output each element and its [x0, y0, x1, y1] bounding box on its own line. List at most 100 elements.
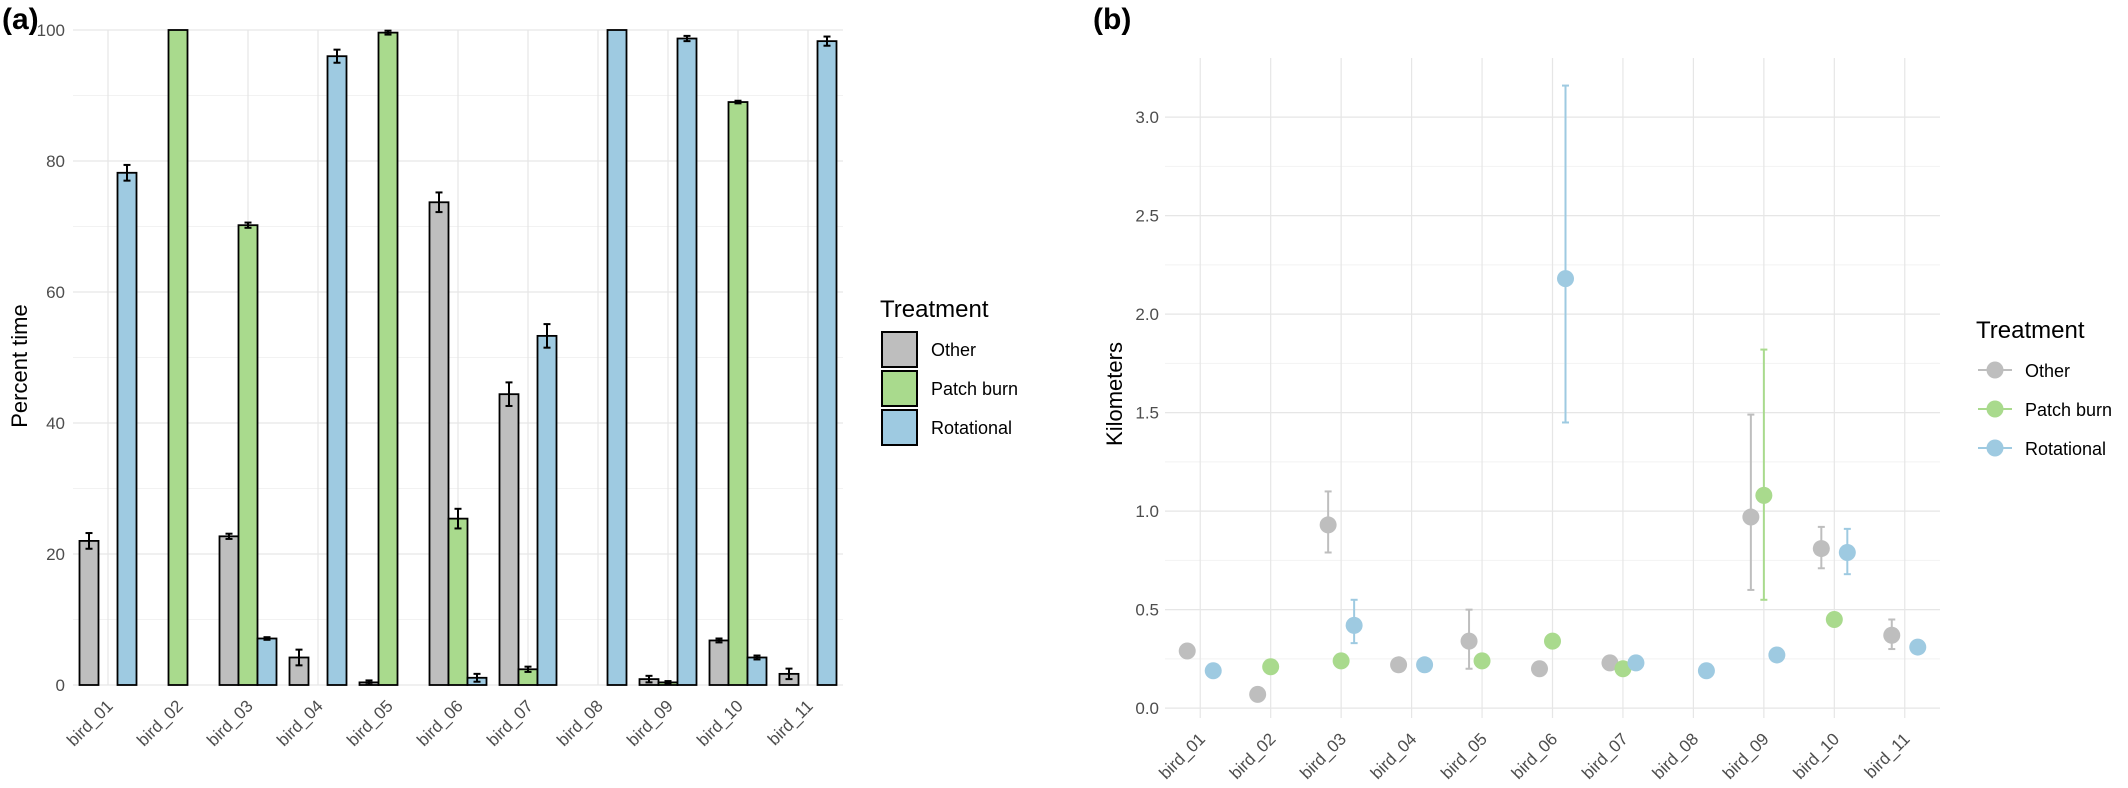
- bar-rotational-bird-11: [816, 40, 838, 686]
- point-patch-burn-bird-03: [1332, 652, 1350, 670]
- bar-other-bird-01: [78, 540, 100, 686]
- y-tick-label: 3.0: [1135, 108, 1159, 127]
- legend-label-rotational: Rotational: [931, 418, 1012, 438]
- error-bar-rotational-bird-03: [263, 636, 271, 641]
- legend-label-other: Other: [931, 340, 976, 360]
- legend-label-rotational: Rotational: [2025, 439, 2106, 459]
- y-tick-label: 1.0: [1135, 502, 1159, 521]
- panel-a-tag: (a): [2, 3, 39, 36]
- x-tick-label-bird-02: bird_02: [1226, 729, 1280, 783]
- error-bar-rotational-bird-09: [683, 34, 691, 43]
- bar-rotational-bird-07: [536, 334, 558, 686]
- point-other-bird-07: [1601, 654, 1619, 672]
- y-tick-label: 0: [56, 676, 65, 695]
- point-patch-burn-bird-02: [1262, 658, 1280, 676]
- bar-patch-burn-bird-02: [167, 29, 189, 686]
- error-bar-other-bird-04: [295, 648, 303, 667]
- legend-key-patch-burn: [1978, 400, 2012, 418]
- x-tick-label-bird-09: bird_09: [1719, 729, 1773, 783]
- bar-patch-burn-bird-05: [377, 31, 399, 686]
- point-other-bird-01: [1178, 642, 1196, 660]
- panel-b-legend-title: Treatment: [1976, 317, 2085, 344]
- point-patch-burn-bird-06: [1544, 632, 1561, 650]
- x-tick-label-bird-06: bird_06: [1508, 729, 1562, 783]
- point-patch-burn-bird-07: [1614, 660, 1632, 678]
- error-bar-patch-burn-bird-05: [384, 29, 392, 36]
- error-bar-patch-burn-bird-06: [454, 507, 462, 530]
- legend-key-rotational: [881, 409, 918, 446]
- panel-b-kilometers-chart: (b) 0.0 0.5 1.0 1.5 2.0 2.5 3.0 bird_01 bird_02…: [1093, 3, 2112, 783]
- panel-b-y-ticks: 0.0 0.5 1.0 1.5 2.0 2.5 3.0: [1135, 108, 1159, 718]
- point-other-bird-09: [1742, 508, 1760, 526]
- error-bar-rotational-bird-01: [123, 163, 131, 182]
- panel-a-y-axis-title: Percent time: [7, 304, 32, 428]
- legend-label-patch-burn: Patch burn: [931, 379, 1018, 399]
- bar-rotational-bird-04: [326, 55, 348, 686]
- point-rotational-bird-10: [1838, 544, 1856, 562]
- x-tick-label-bird-10: bird_10: [693, 696, 747, 750]
- point-other-bird-03: [1319, 516, 1337, 534]
- x-tick-label-bird-05: bird_05: [1437, 729, 1491, 783]
- bar-rotational-bird-03: [256, 637, 278, 686]
- bar-patch-burn-bird-03: [237, 224, 259, 686]
- point-rotational-bird-03: [1345, 616, 1363, 634]
- y-tick-label: 0.5: [1135, 601, 1159, 620]
- panel-b-error-bars: [1324, 84, 1896, 670]
- error-bar-other-bird-07: [505, 381, 513, 407]
- panel-b-x-ticks: bird_01 bird_02 bird_03 bird_04 bird_05 bird_…: [1156, 729, 1914, 783]
- point-other-bird-05: [1460, 632, 1478, 650]
- legend-key-rotational: [1978, 439, 2012, 457]
- error-bar-other-bird-09: [645, 674, 653, 684]
- error-bar-other-bird-09: [1747, 413, 1755, 591]
- panel-b-legend: Treatment Other Patch burn Rotational: [1976, 317, 2112, 459]
- error-bar-other-bird-01: [85, 532, 93, 550]
- error-bar-other-bird-06: [435, 191, 443, 214]
- legend-key-other: [881, 331, 918, 368]
- y-tick-label: 100: [37, 21, 65, 40]
- bar-rotational-bird-09: [676, 37, 698, 686]
- panel-b-tag: (b): [1093, 3, 1131, 36]
- panel-a-legend: Treatment Other Patch burn Rotational: [880, 296, 1018, 446]
- point-other-bird-06: [1531, 660, 1548, 678]
- panel-b-points: [1178, 270, 1927, 703]
- point-patch-burn-bird-05: [1473, 652, 1491, 670]
- legend-key-other: [1978, 361, 2012, 379]
- point-rotational-bird-08: [1697, 662, 1715, 680]
- panel-a-x-ticks: bird_01 bird_02 bird_03 bird_04 bird_05 bird_…: [63, 696, 817, 750]
- error-bar-rotational-bird-06: [473, 672, 481, 683]
- error-bar-rotational-bird-04: [333, 48, 341, 64]
- y-tick-label: 80: [46, 152, 65, 171]
- legend-label-patch-burn: Patch burn: [2025, 400, 2112, 420]
- error-bar-rotational-bird-06: [1562, 84, 1569, 424]
- error-bar-other-bird-05: [365, 679, 373, 686]
- point-patch-burn-bird-09: [1755, 486, 1773, 504]
- x-tick-label-bird-01: bird_01: [63, 696, 117, 750]
- error-bar-other-bird-11: [785, 667, 793, 681]
- bar-other-bird-03: [218, 535, 240, 686]
- point-other-bird-11: [1883, 626, 1901, 644]
- error-bar-rotational-bird-11: [823, 35, 831, 47]
- bar-rotational-bird-01: [116, 171, 138, 686]
- point-rotational-bird-04: [1416, 656, 1434, 674]
- x-tick-label-bird-07: bird_07: [483, 696, 537, 750]
- point-rotational-bird-07: [1627, 654, 1645, 672]
- y-tick-label: 2.5: [1135, 207, 1159, 226]
- error-bar-patch-burn-bird-10: [734, 99, 742, 105]
- x-tick-label-bird-09: bird_09: [623, 696, 677, 750]
- panel-a-y-ticks: 0 20 40 60 80 100: [37, 21, 65, 695]
- error-bar-other-bird-03: [225, 532, 233, 540]
- error-bar-patch-burn-bird-09: [1760, 348, 1768, 601]
- legend-label-other: Other: [2025, 361, 2070, 381]
- x-tick-label-bird-04: bird_04: [273, 696, 327, 750]
- x-tick-label-bird-10: bird_10: [1790, 729, 1844, 783]
- error-bar-patch-burn-bird-09: [664, 680, 672, 685]
- bar-other-bird-07: [498, 393, 520, 686]
- legend-key-patch-burn: [881, 370, 918, 407]
- bar-other-bird-10: [708, 639, 730, 686]
- bar-other-bird-06: [428, 201, 450, 686]
- panel-b-gridlines: [1165, 58, 1940, 718]
- y-tick-label: 2.0: [1135, 305, 1159, 324]
- error-bar-patch-burn-bird-03: [244, 221, 252, 229]
- legend-key-dot: [1986, 439, 2004, 457]
